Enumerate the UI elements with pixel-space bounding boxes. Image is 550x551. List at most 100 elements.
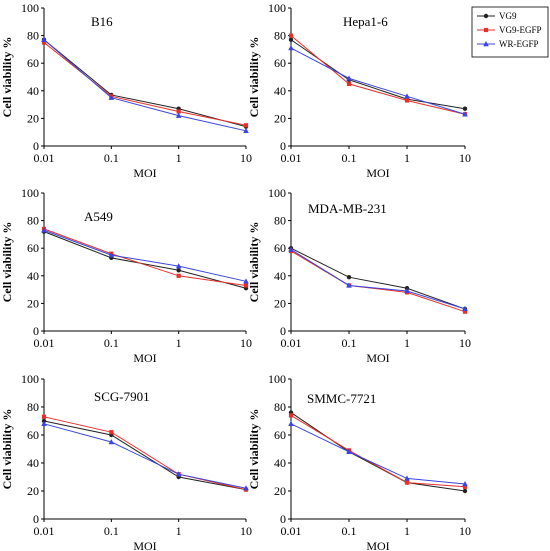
x-tick-label: 0.1 <box>342 524 357 538</box>
x-tick-label: 10 <box>240 336 252 350</box>
data-point <box>288 37 294 42</box>
data-point <box>404 480 410 485</box>
legend-swatch-marker <box>483 27 489 33</box>
data-point <box>109 430 114 435</box>
data-point <box>288 420 294 426</box>
series-vg9-egfp <box>41 414 249 492</box>
data-point <box>41 420 47 426</box>
data-point <box>243 127 249 134</box>
data-point <box>346 282 352 288</box>
x-tick-label: 0.1 <box>342 336 357 350</box>
panel-label: MDA-MB-231 <box>308 201 387 216</box>
series-wr-egfp <box>288 420 468 487</box>
y-axis-title: Cell viability % <box>247 409 261 490</box>
y-tick-label: 0 <box>33 324 39 338</box>
y-axis-title: Cell viability % <box>0 222 14 303</box>
series-vg9-egfp <box>41 226 249 288</box>
x-tick-label: 1 <box>176 336 182 350</box>
panel-label: A549 <box>84 209 113 224</box>
x-tick-label: 0.1 <box>104 524 119 538</box>
series-line <box>290 249 466 310</box>
y-tick-label: 40 <box>274 84 286 98</box>
chart-panel-b16: 0 20 40 60 80 100 0.01 0.1 1 10 MOI Cell viability … <box>0 1 252 180</box>
data-point <box>108 94 115 100</box>
data-point <box>175 112 182 118</box>
y-tick-label: 80 <box>27 400 39 414</box>
series-line <box>290 414 466 488</box>
legend-label: WR-EGFP <box>499 39 539 49</box>
legend-entry-vg9: VG9 <box>477 11 517 21</box>
chart-panel-scg-7901: 0 20 40 60 80 100 0.01 0.1 1 10 MOI Cell viability … <box>0 372 252 551</box>
data-point <box>288 413 294 418</box>
data-point <box>346 81 352 86</box>
x-tick-label: 0.01 <box>34 151 55 165</box>
y-tick-label: 0 <box>280 512 286 526</box>
y-tick-label: 20 <box>274 111 286 125</box>
series-vg9 <box>41 418 249 492</box>
x-tick-label: 0.01 <box>34 336 55 350</box>
data-point <box>346 274 352 280</box>
y-tick-label: 100 <box>21 1 39 15</box>
y-tick-label: 40 <box>274 456 286 470</box>
data-point <box>288 45 294 51</box>
y-tick-label: 80 <box>274 214 286 228</box>
x-axis-title: MOI <box>133 351 156 365</box>
series-line <box>43 39 247 132</box>
series-line <box>43 228 247 286</box>
series-vg9-egfp <box>288 248 468 314</box>
y-tick-label: 60 <box>274 56 286 70</box>
x-axis-title: MOI <box>366 351 389 365</box>
data-point <box>404 475 410 481</box>
y-tick-label: 20 <box>27 484 39 498</box>
y-tick-label: 80 <box>274 29 286 43</box>
data-point <box>288 33 294 38</box>
y-tick-label: 100 <box>21 186 39 200</box>
y-tick-label: 80 <box>27 29 39 43</box>
series-vg9 <box>288 37 468 111</box>
series-line <box>43 229 247 282</box>
data-point <box>41 36 47 42</box>
data-point <box>462 484 468 489</box>
legend-label: VG9 <box>499 11 517 21</box>
y-tick-label: 100 <box>268 1 286 15</box>
series-vg9 <box>41 37 249 129</box>
series-wr-egfp <box>288 246 468 312</box>
legend-label: VG9-EGFP <box>499 25 542 35</box>
series-vg9 <box>288 410 468 494</box>
series-line <box>290 35 466 115</box>
y-tick-label: 100 <box>21 372 39 386</box>
data-point <box>346 448 352 454</box>
x-tick-label: 1 <box>404 524 410 538</box>
y-axis-title: Cell viability % <box>0 409 14 490</box>
data-point <box>462 106 468 111</box>
x-tick-label: 1 <box>404 151 410 165</box>
y-tick-label: 20 <box>274 296 286 310</box>
data-point <box>108 252 115 258</box>
data-point <box>404 98 410 103</box>
series-line <box>290 247 466 310</box>
y-tick-label: 40 <box>274 269 286 283</box>
y-tick-label: 60 <box>27 241 39 255</box>
x-tick-label: 0.1 <box>342 151 357 165</box>
y-axis-title: Cell viability % <box>247 222 261 303</box>
x-axis-title: MOI <box>366 539 389 551</box>
y-axis-title: Cell viability % <box>247 37 261 118</box>
panel-label: B16 <box>91 14 113 29</box>
panel-label: SCG-7901 <box>94 389 150 404</box>
y-tick-label: 100 <box>268 186 286 200</box>
y-tick-label: 80 <box>274 400 286 414</box>
x-axis-title: MOI <box>133 166 156 180</box>
y-axis-title: Cell viability % <box>0 37 14 118</box>
y-tick-label: 60 <box>274 428 286 442</box>
y-tick-label: 80 <box>27 214 39 228</box>
x-tick-label: 0.01 <box>281 524 302 538</box>
data-point <box>462 305 468 312</box>
series-line <box>43 420 247 491</box>
y-tick-label: 20 <box>27 111 39 125</box>
y-tick-label: 0 <box>33 139 39 153</box>
y-tick-label: 20 <box>274 484 286 498</box>
x-tick-label: 1 <box>176 151 182 165</box>
data-point <box>243 278 249 284</box>
x-tick-label: 10 <box>240 524 252 538</box>
